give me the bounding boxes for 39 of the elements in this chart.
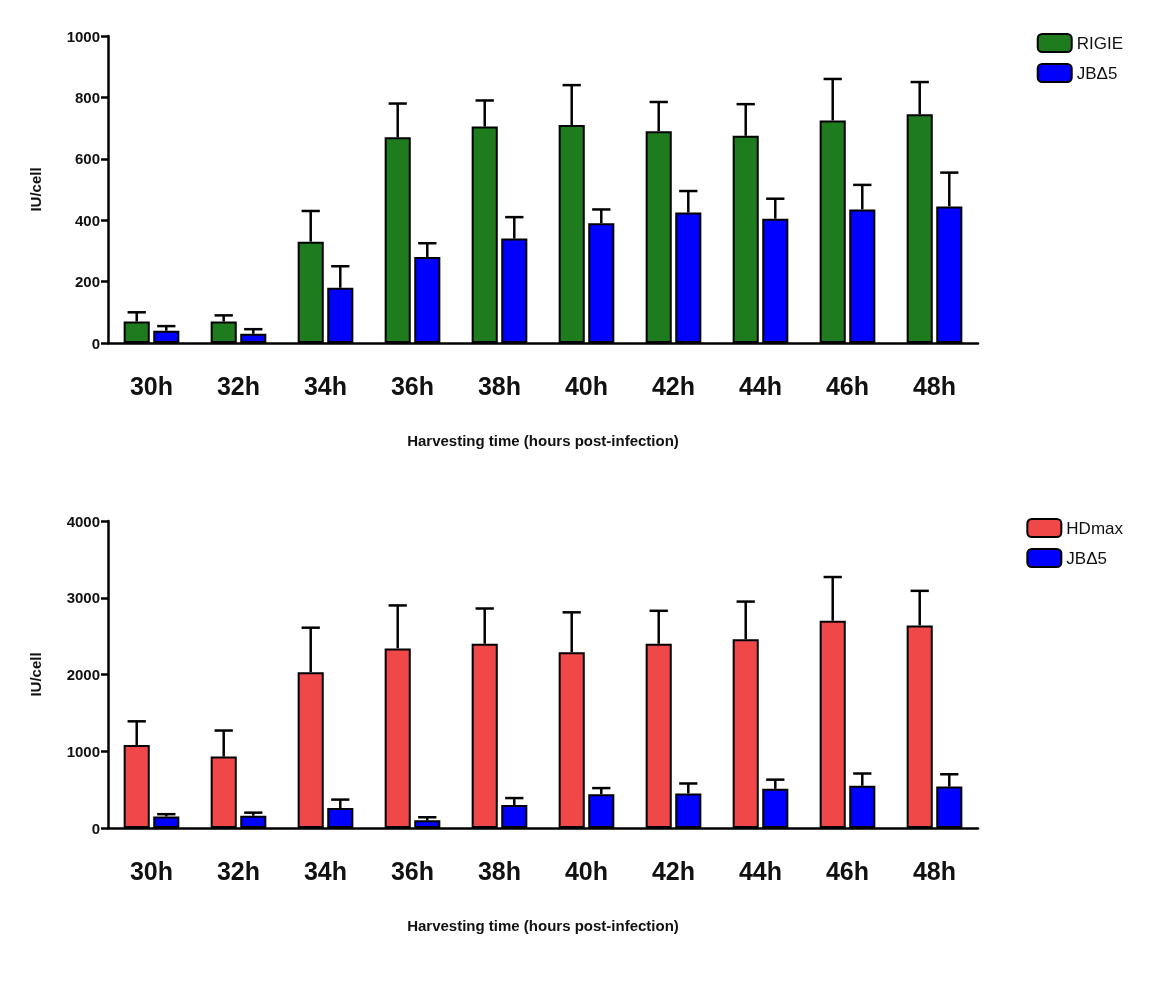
x-tick-label: 42h <box>651 371 696 400</box>
x-tick-label: 30h <box>129 856 174 885</box>
x-tick-label: 44h <box>738 856 783 885</box>
y-tick-label: 400 <box>74 211 100 229</box>
x-tick-label: 38h <box>477 856 522 885</box>
y-tick-label: 0 <box>91 334 100 352</box>
y-tick-label: 200 <box>74 273 100 291</box>
y-tick-label: 1000 <box>66 27 100 45</box>
x-tick-label: 42h <box>651 856 696 885</box>
x-tick-label: 36h <box>390 856 435 885</box>
x-tick-label: 34h <box>303 371 348 400</box>
y-tick-label: 800 <box>74 88 100 106</box>
y-tick-label: 4000 <box>66 512 100 530</box>
x-tick-label: 46h <box>825 371 870 400</box>
legend-label: JBΔ5 <box>1076 63 1118 83</box>
x-axis-title: Harvesting time (hours post-infection) <box>407 432 679 449</box>
y-tick-label: 600 <box>74 150 100 168</box>
y-tick-label: 0 <box>91 819 100 837</box>
x-tick-label: 48h <box>912 371 957 400</box>
x-tick-label: 32h <box>216 856 261 885</box>
x-tick-label: 38h <box>477 371 522 400</box>
x-tick-label: 48h <box>912 856 957 885</box>
y-axis-title: IU/cell <box>27 167 44 212</box>
y-tick-label: 2000 <box>66 666 100 683</box>
x-tick-label: 46h <box>825 856 870 885</box>
x-tick-label: 36h <box>390 371 435 400</box>
x-axis-title: Harvesting time (hours post-infection) <box>407 917 679 934</box>
legend-label: HDmax <box>1066 518 1124 538</box>
y-tick-label: 1000 <box>66 742 100 760</box>
x-tick-label: 44h <box>738 371 783 400</box>
y-axis-title: IU/cell <box>27 652 44 697</box>
legend-label: RIGIE <box>1076 33 1124 53</box>
y-tick-label: 3000 <box>66 589 100 607</box>
x-tick-label: 34h <box>303 856 348 885</box>
x-tick-label: 40h <box>564 371 609 400</box>
x-tick-label: 40h <box>564 856 609 885</box>
x-tick-label: 30h <box>129 371 174 400</box>
x-tick-label: 32h <box>216 371 261 400</box>
legend-label: JBΔ5 <box>1066 548 1107 568</box>
